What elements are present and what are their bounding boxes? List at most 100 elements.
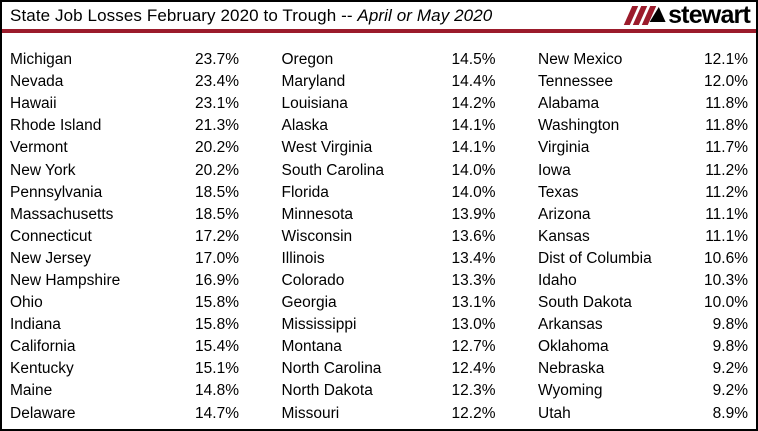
state-name: Texas [538, 183, 579, 201]
table-row: Kentucky 15.1% [10, 358, 239, 380]
table-row: Vermont 20.2% [10, 137, 239, 159]
stewart-peak-icon [649, 7, 669, 22]
state-name: Wisconsin [281, 227, 353, 245]
table-row: Kansas 11.1% [538, 226, 748, 248]
state-name: Utah [538, 404, 571, 422]
state-name: Illinois [281, 249, 325, 267]
table-row: Utah 8.9% [538, 403, 748, 425]
state-value: 14.1% [451, 139, 496, 157]
state-value: 10.6% [704, 249, 748, 267]
state-value: 9.2% [712, 382, 748, 400]
state-value: 21.3% [195, 117, 239, 135]
state-name: Tennessee [538, 73, 613, 91]
table-row: Illinois 13.4% [282, 248, 496, 270]
state-value: 14.5% [451, 51, 496, 69]
state-name: Michigan [10, 51, 73, 69]
state-name: Maine [10, 382, 53, 400]
state-name: Wyoming [538, 382, 603, 400]
table-row: Nevada 23.4% [10, 71, 239, 93]
logo-wordmark: stewart [668, 1, 751, 29]
state-value: 13.0% [451, 316, 496, 334]
state-value: 13.6% [451, 227, 496, 245]
table-row: Colorado 13.3% [282, 270, 496, 292]
table-row: Connecticut 17.2% [10, 226, 239, 248]
table-row: Ohio 15.8% [10, 292, 239, 314]
table-row: Louisiana 14.2% [282, 93, 496, 115]
state-value: 14.7% [195, 404, 239, 422]
state-name: Maryland [281, 73, 346, 91]
table-row: Hawaii 23.1% [10, 93, 239, 115]
state-name: South Dakota [538, 294, 632, 312]
state-name: Alabama [538, 95, 600, 113]
state-name: California [10, 338, 76, 356]
page-title-regular: State Job Losses February 2020 to Trough… [10, 5, 358, 25]
table-row: Texas 11.2% [538, 182, 748, 204]
state-name: North Dakota [281, 382, 373, 400]
state-value: 8.9% [712, 404, 748, 422]
state-value: 20.2% [195, 161, 239, 179]
state-name: Oregon [281, 51, 334, 69]
table-row: Oklahoma 9.8% [538, 336, 748, 358]
table-row: South Carolina 14.0% [282, 159, 496, 181]
state-name: Colorado [281, 271, 345, 289]
state-value: 11.1% [705, 205, 748, 223]
table-row: Florida 14.0% [282, 182, 496, 204]
state-job-loss-table: Michigan 23.7% Nevada 23.4% Hawaii 23.1% Rhode… [2, 33, 756, 429]
table-column: Michigan 23.7% Nevada 23.4% Hawaii 23.1% Rhode… [10, 49, 239, 425]
state-name: Minnesota [281, 205, 354, 223]
state-name: Hawaii [10, 95, 57, 113]
table-row: Michigan 23.7% [10, 49, 239, 71]
state-name: New Hampshire [10, 271, 121, 289]
state-value: 13.4% [451, 249, 496, 267]
state-name: Arizona [538, 205, 591, 223]
state-name: Washington [538, 117, 620, 135]
state-name: Mississippi [281, 316, 357, 334]
state-name: Delaware [10, 404, 76, 422]
state-name: Connecticut [10, 227, 92, 245]
state-name: Rhode Island [10, 117, 102, 135]
state-name: Alaska [281, 117, 329, 135]
state-value: 10.3% [704, 271, 748, 289]
state-name: New Jersey [10, 249, 91, 267]
state-value: 16.9% [195, 271, 239, 289]
state-name: Kentucky [10, 360, 74, 378]
table-row: Virginia 11.7% [538, 137, 748, 159]
table-row: Mississippi 13.0% [282, 314, 496, 336]
state-name: New Mexico [538, 51, 623, 69]
table-column: New Mexico 12.1% Tennessee 12.0% Alabama 11.8… [538, 49, 748, 425]
state-value: 12.7% [451, 338, 496, 356]
table-row: New Mexico 12.1% [538, 49, 748, 71]
state-value: 15.8% [195, 316, 239, 334]
table-row: Delaware 14.7% [10, 403, 239, 425]
state-value: 14.1% [451, 117, 496, 135]
state-value: 11.2% [705, 161, 748, 179]
state-value: 14.4% [451, 73, 496, 91]
state-value: 13.3% [451, 271, 496, 289]
state-value: 18.5% [195, 183, 239, 201]
state-value: 17.0% [195, 249, 239, 267]
state-name: New York [10, 161, 76, 179]
state-value: 9.8% [712, 316, 748, 334]
state-value: 14.0% [451, 183, 496, 201]
state-name: Idaho [538, 271, 577, 289]
state-value: 23.1% [195, 95, 239, 113]
table-row: Dist of Columbia 10.6% [538, 248, 748, 270]
state-value: 23.4% [195, 73, 239, 91]
table-row: Missouri 12.2% [282, 403, 496, 425]
table-row: Arkansas 9.8% [538, 314, 748, 336]
state-name: Massachusetts [10, 205, 114, 223]
state-value: 9.2% [712, 360, 748, 378]
state-value: 14.2% [451, 95, 496, 113]
state-value: 14.0% [451, 161, 496, 179]
state-name: Kansas [538, 227, 590, 245]
state-value: 11.8% [705, 117, 748, 135]
state-value: 13.9% [451, 205, 496, 223]
state-value: 18.5% [195, 205, 239, 223]
state-value: 12.0% [704, 73, 748, 91]
state-value: 11.8% [705, 95, 748, 113]
state-name: Missouri [281, 404, 340, 422]
table-row: Idaho 10.3% [538, 270, 748, 292]
state-value: 23.7% [195, 51, 239, 69]
page-title-italic: April or May 2020 [357, 5, 493, 25]
